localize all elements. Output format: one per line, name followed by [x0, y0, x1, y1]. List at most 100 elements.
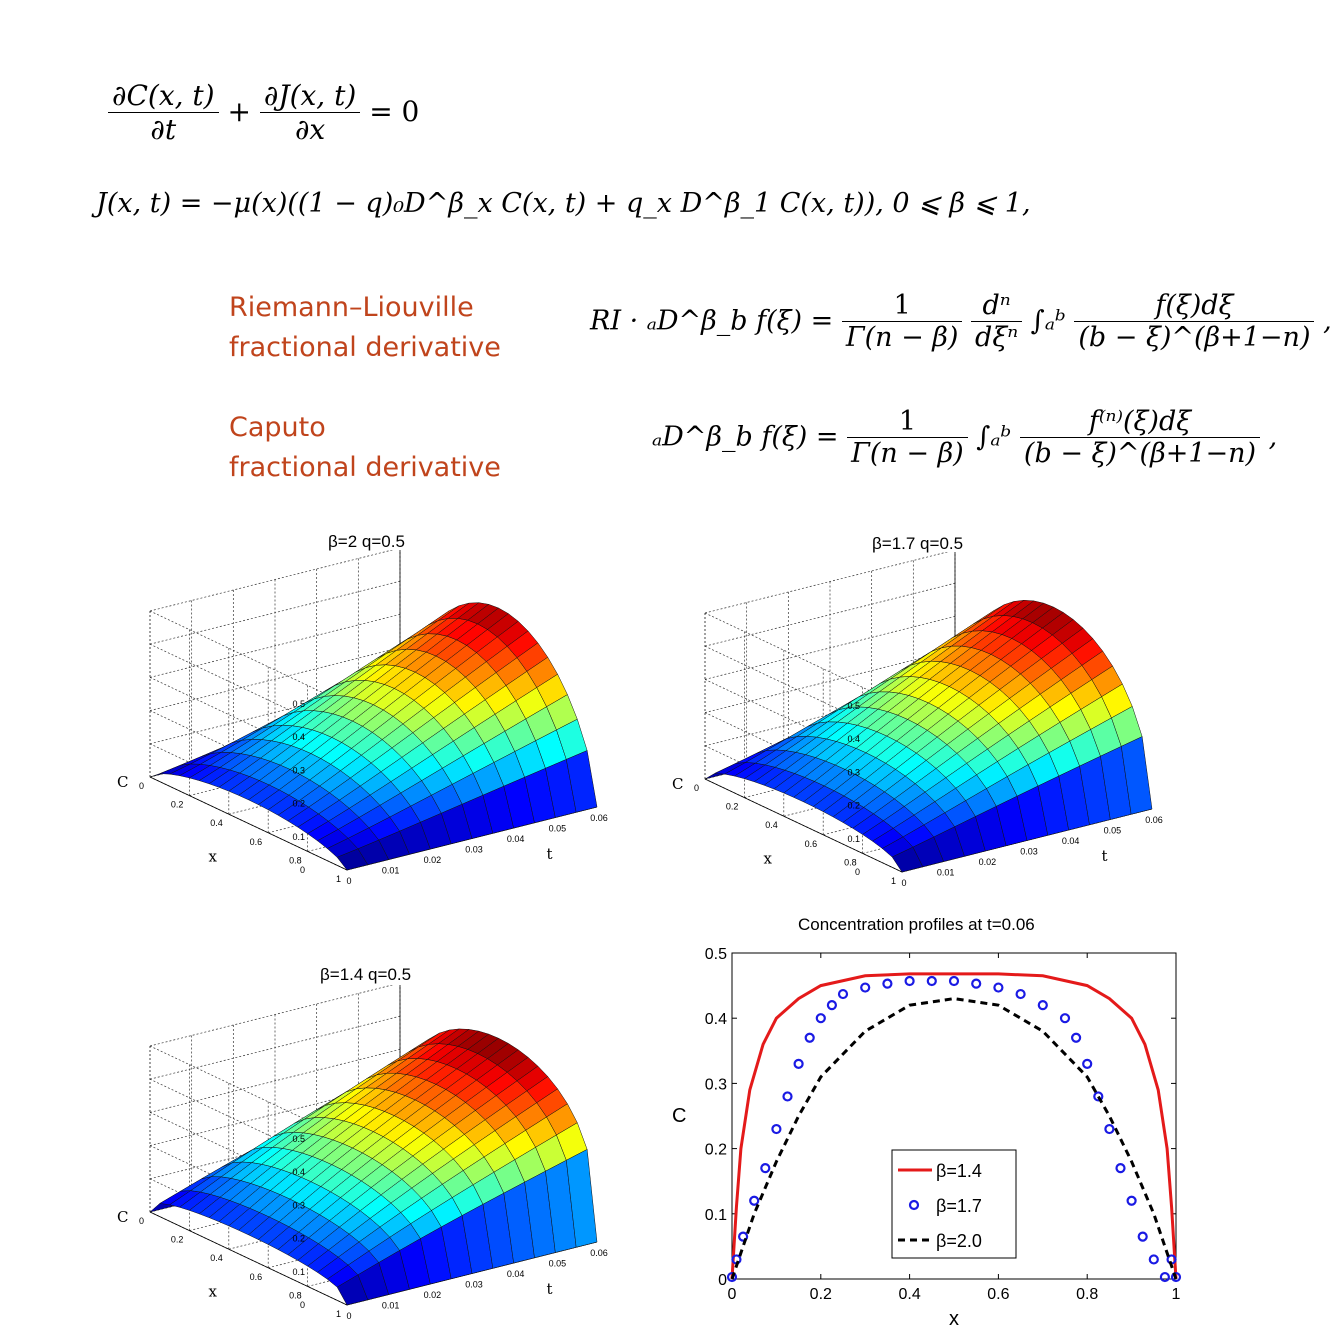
- y-tick-label: 0.5: [705, 946, 727, 963]
- grid-line: [149, 550, 394, 612]
- z-tick-label: 0.3: [847, 767, 860, 777]
- z-tick-label: 0.4: [847, 734, 860, 744]
- data-point: [1082, 1058, 1093, 1069]
- caputo-tail: ,: [1268, 421, 1278, 453]
- legend-label: β=1.7: [936, 1196, 982, 1216]
- z-tick-label: 0.2: [292, 1234, 305, 1244]
- z-tick-label: 0.3: [292, 765, 305, 775]
- caputo-label-line2: fractional derivative: [229, 452, 501, 483]
- z-tick-label: 0.4: [292, 1167, 305, 1177]
- surface-plot-title-1: β=2 q=0.5: [328, 532, 405, 551]
- continuity-equation: ∂C(x, t) ∂t + ∂J(x, t) ∂x = 0: [108, 79, 420, 147]
- t-tick-label: 0.04: [507, 1269, 525, 1279]
- data-point: [804, 1032, 815, 1043]
- data-point: [793, 1058, 804, 1069]
- concentration-profile-chart: 0 0.2 0.4 0.6 0.8 100.10.20.30.40.5xCβ=1.4β=1…: [672, 946, 1182, 1330]
- t-tick-label: 0.05: [549, 824, 567, 834]
- rl-frac1-den: Γ(n − β): [845, 322, 959, 354]
- x-axis-label: x: [949, 1308, 959, 1330]
- x-tick-label: 0: [694, 783, 699, 793]
- x-tick-label: 0.8: [844, 857, 857, 867]
- eq1-rhs: = 0: [369, 94, 420, 128]
- x-tick-label: 1: [891, 876, 896, 886]
- surface-plot-title-2: β=1.7 q=0.5: [872, 534, 964, 553]
- z-tick-label: 0.5: [847, 701, 860, 711]
- z-tick-label: 0.3: [292, 1200, 305, 1210]
- data-point: [1170, 1271, 1182, 1283]
- data-point: [860, 982, 871, 993]
- x-tick-label: 1: [1172, 1286, 1181, 1303]
- t-tick-label: 0.06: [1145, 815, 1163, 825]
- grid-line: [704, 552, 949, 614]
- y-axis-label: C: [672, 1105, 686, 1127]
- t-tick-label: 0: [346, 1311, 351, 1321]
- data-point: [882, 978, 893, 989]
- eq1-den2: ∂x: [294, 113, 326, 147]
- z-tick-label: 0.1: [292, 1267, 305, 1277]
- surface-plot-beta-1-4: 00.10.20.30.40.500.20.40.60.81 00.010.020…: [117, 985, 608, 1321]
- y-tick-label: 0: [718, 1272, 727, 1289]
- x-tick-label: 0.4: [898, 1286, 920, 1303]
- x-tick-label: 0: [728, 1286, 737, 1303]
- t-tick-label: 0.06: [590, 1248, 608, 1258]
- x-tick-label: 0.8: [1076, 1286, 1098, 1303]
- data-point: [993, 982, 1004, 993]
- tick-labels: 00.10.20.30.40.500.20.40.60.81 00.010.020…: [117, 699, 608, 886]
- data-point: [1071, 1032, 1082, 1043]
- grid-line: [149, 1049, 401, 1113]
- data-point: [904, 975, 915, 987]
- axis-line: [704, 778, 903, 873]
- data-point: [726, 1271, 738, 1283]
- eq1-num2: ∂J(x, t): [259, 79, 361, 114]
- data-point: [926, 975, 937, 987]
- grid-line: [149, 1082, 401, 1146]
- z-tick-label: 0.4: [292, 732, 305, 742]
- surface: [149, 1028, 598, 1306]
- data-point: [948, 975, 960, 987]
- legend-label: β=1.4: [936, 1161, 982, 1181]
- legend: β=1.4 β=1.7 β=2.0: [891, 1149, 1017, 1259]
- z-axis-label: C: [672, 775, 683, 793]
- surface-patch: [566, 1149, 598, 1248]
- rl-frac2-num: dⁿ: [971, 290, 1023, 323]
- z-tick-label: 0.2: [847, 801, 860, 811]
- t-tick-label: 0.06: [590, 813, 608, 823]
- x-tick-label: 1: [336, 874, 341, 884]
- x-tick-label: 0.8: [289, 1290, 302, 1300]
- data-point: [1126, 1195, 1137, 1206]
- x-tick-label: 1: [336, 1309, 341, 1319]
- t-tick-label: 0.02: [979, 857, 997, 867]
- t-tick-label: 0.05: [549, 1259, 567, 1269]
- y-tick-label: 0.2: [705, 1142, 727, 1159]
- z-axis-label: C: [117, 773, 128, 791]
- eq1-plus: +: [227, 94, 251, 128]
- x-axis-label: x: [764, 850, 773, 868]
- t-tick-label: 0.01: [937, 868, 955, 878]
- rl-tail: ,: [1323, 305, 1332, 337]
- series-0: [730, 972, 1178, 1280]
- rl-prefix: RI · ₐD^β_b f(ξ) =: [590, 305, 834, 337]
- x-tick-label: 0.6: [250, 1272, 263, 1282]
- t-tick-label: 0: [346, 876, 351, 886]
- t-axis-label: t: [1102, 847, 1108, 865]
- z-tick-label: 0: [300, 865, 305, 875]
- data-point: [749, 1195, 760, 1206]
- x-tick-label: 0.6: [805, 839, 818, 849]
- x-tick-label: 0.2: [171, 1235, 184, 1245]
- data-point: [1137, 1231, 1148, 1242]
- rl-frac1-num: 1: [841, 290, 963, 323]
- axis-line: [149, 776, 348, 871]
- grid-line: [149, 647, 401, 711]
- data-point: [1148, 1254, 1159, 1265]
- x-tick-label: 0: [139, 1216, 144, 1226]
- z-tick-label: 0.5: [292, 699, 305, 709]
- data-point: [826, 1000, 837, 1011]
- grid-line: [149, 614, 401, 678]
- x-axis-label: x: [209, 1283, 218, 1301]
- z-tick-label: 0.1: [292, 832, 305, 842]
- data-point: [782, 1091, 793, 1102]
- data-point: [1059, 1013, 1071, 1024]
- surface: [704, 599, 1153, 873]
- x-tick-label: 0.6: [987, 1286, 1009, 1303]
- t-tick-label: 0.02: [424, 855, 442, 865]
